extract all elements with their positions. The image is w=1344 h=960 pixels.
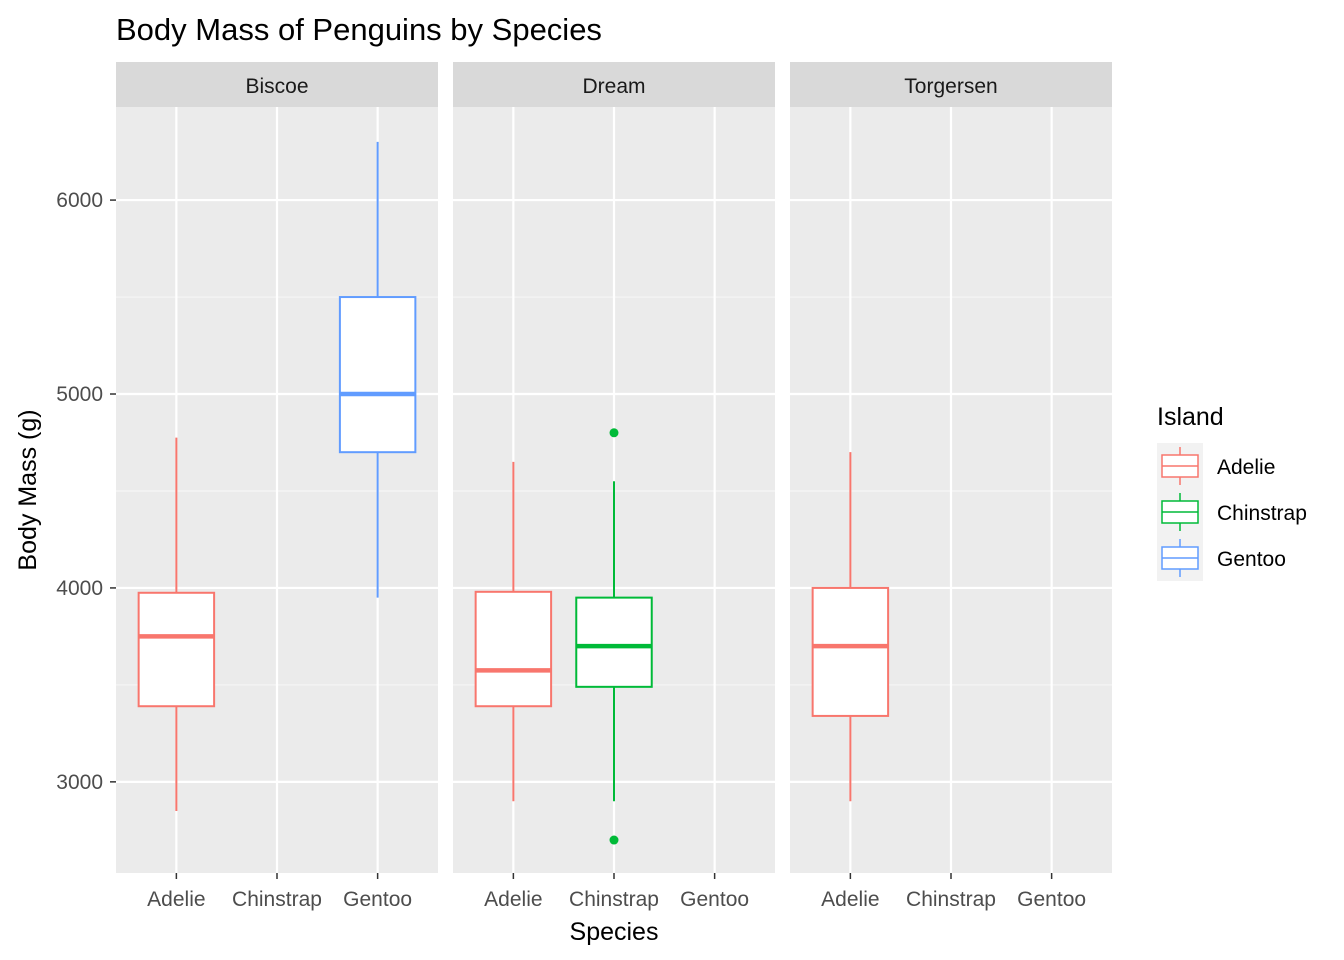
facet-panel: Dream Adelie Chinstrap Gentoo: [453, 62, 775, 911]
box-iqr: [338, 296, 417, 454]
box-adelie: [811, 452, 890, 802]
box-adelie: [474, 461, 553, 802]
legend-label: Chinstrap: [1217, 502, 1307, 525]
facet-panel: Biscoe Adelie Chinstrap Gentoo: [116, 62, 438, 911]
facet-strip: [453, 62, 775, 107]
x-tick-label: Chinstrap: [232, 888, 322, 911]
facet-strip-label: Biscoe: [245, 75, 308, 98]
legend-title: Island: [1157, 403, 1224, 431]
x-tick-label: Chinstrap: [569, 888, 659, 911]
box-iqr: [811, 586, 890, 717]
x-tick-label: Adelie: [484, 888, 542, 911]
x-tick-label: Adelie: [147, 888, 205, 911]
facet-panel: Torgersen Adelie Chinstrap Gentoo: [790, 62, 1112, 911]
facet-strip: [116, 62, 438, 107]
y-tick-label: 6000: [56, 189, 103, 212]
legend-entry: Gentoo: [1157, 535, 1286, 581]
box-adelie: [137, 437, 216, 811]
outlier-point: [609, 428, 619, 438]
x-tick-label: Adelie: [821, 888, 879, 911]
x-tick-label: Gentoo: [680, 888, 749, 911]
y-tick-label: 5000: [56, 383, 103, 406]
legend-label: Adelie: [1217, 456, 1275, 479]
x-tick-label: Gentoo: [1017, 888, 1086, 911]
y-axis: 3000 4000 5000 6000: [56, 189, 116, 794]
x-tick-label: Gentoo: [343, 888, 412, 911]
box-gentoo: [338, 141, 417, 598]
facet-strip-label: Torgersen: [904, 75, 997, 98]
box-iqr: [137, 591, 216, 708]
legend-entry: Adelie: [1157, 443, 1275, 489]
y-tick-label: 4000: [56, 577, 103, 600]
box-iqr: [474, 590, 553, 708]
chart-title: Body Mass of Penguins by Species: [116, 12, 602, 47]
facet-panels: Biscoe Adelie Chinstrap Gentoo Dream Adelie Ch…: [116, 62, 1112, 911]
x-axis-title: Species: [570, 918, 659, 946]
facet-strip-label: Dream: [582, 75, 645, 98]
box-iqr: [575, 596, 653, 688]
legend-entry: Chinstrap: [1157, 489, 1307, 535]
y-axis-title: Body Mass (g): [14, 409, 42, 570]
y-tick-label: 3000: [56, 771, 103, 794]
facet-strip: [790, 62, 1112, 107]
legend: Island Adelie Chinstrap Gentoo: [1157, 403, 1307, 581]
x-tick-label: Chinstrap: [906, 888, 996, 911]
box-chinstrap: [575, 428, 653, 845]
legend-label: Gentoo: [1217, 548, 1286, 571]
outlier-point: [609, 835, 619, 845]
